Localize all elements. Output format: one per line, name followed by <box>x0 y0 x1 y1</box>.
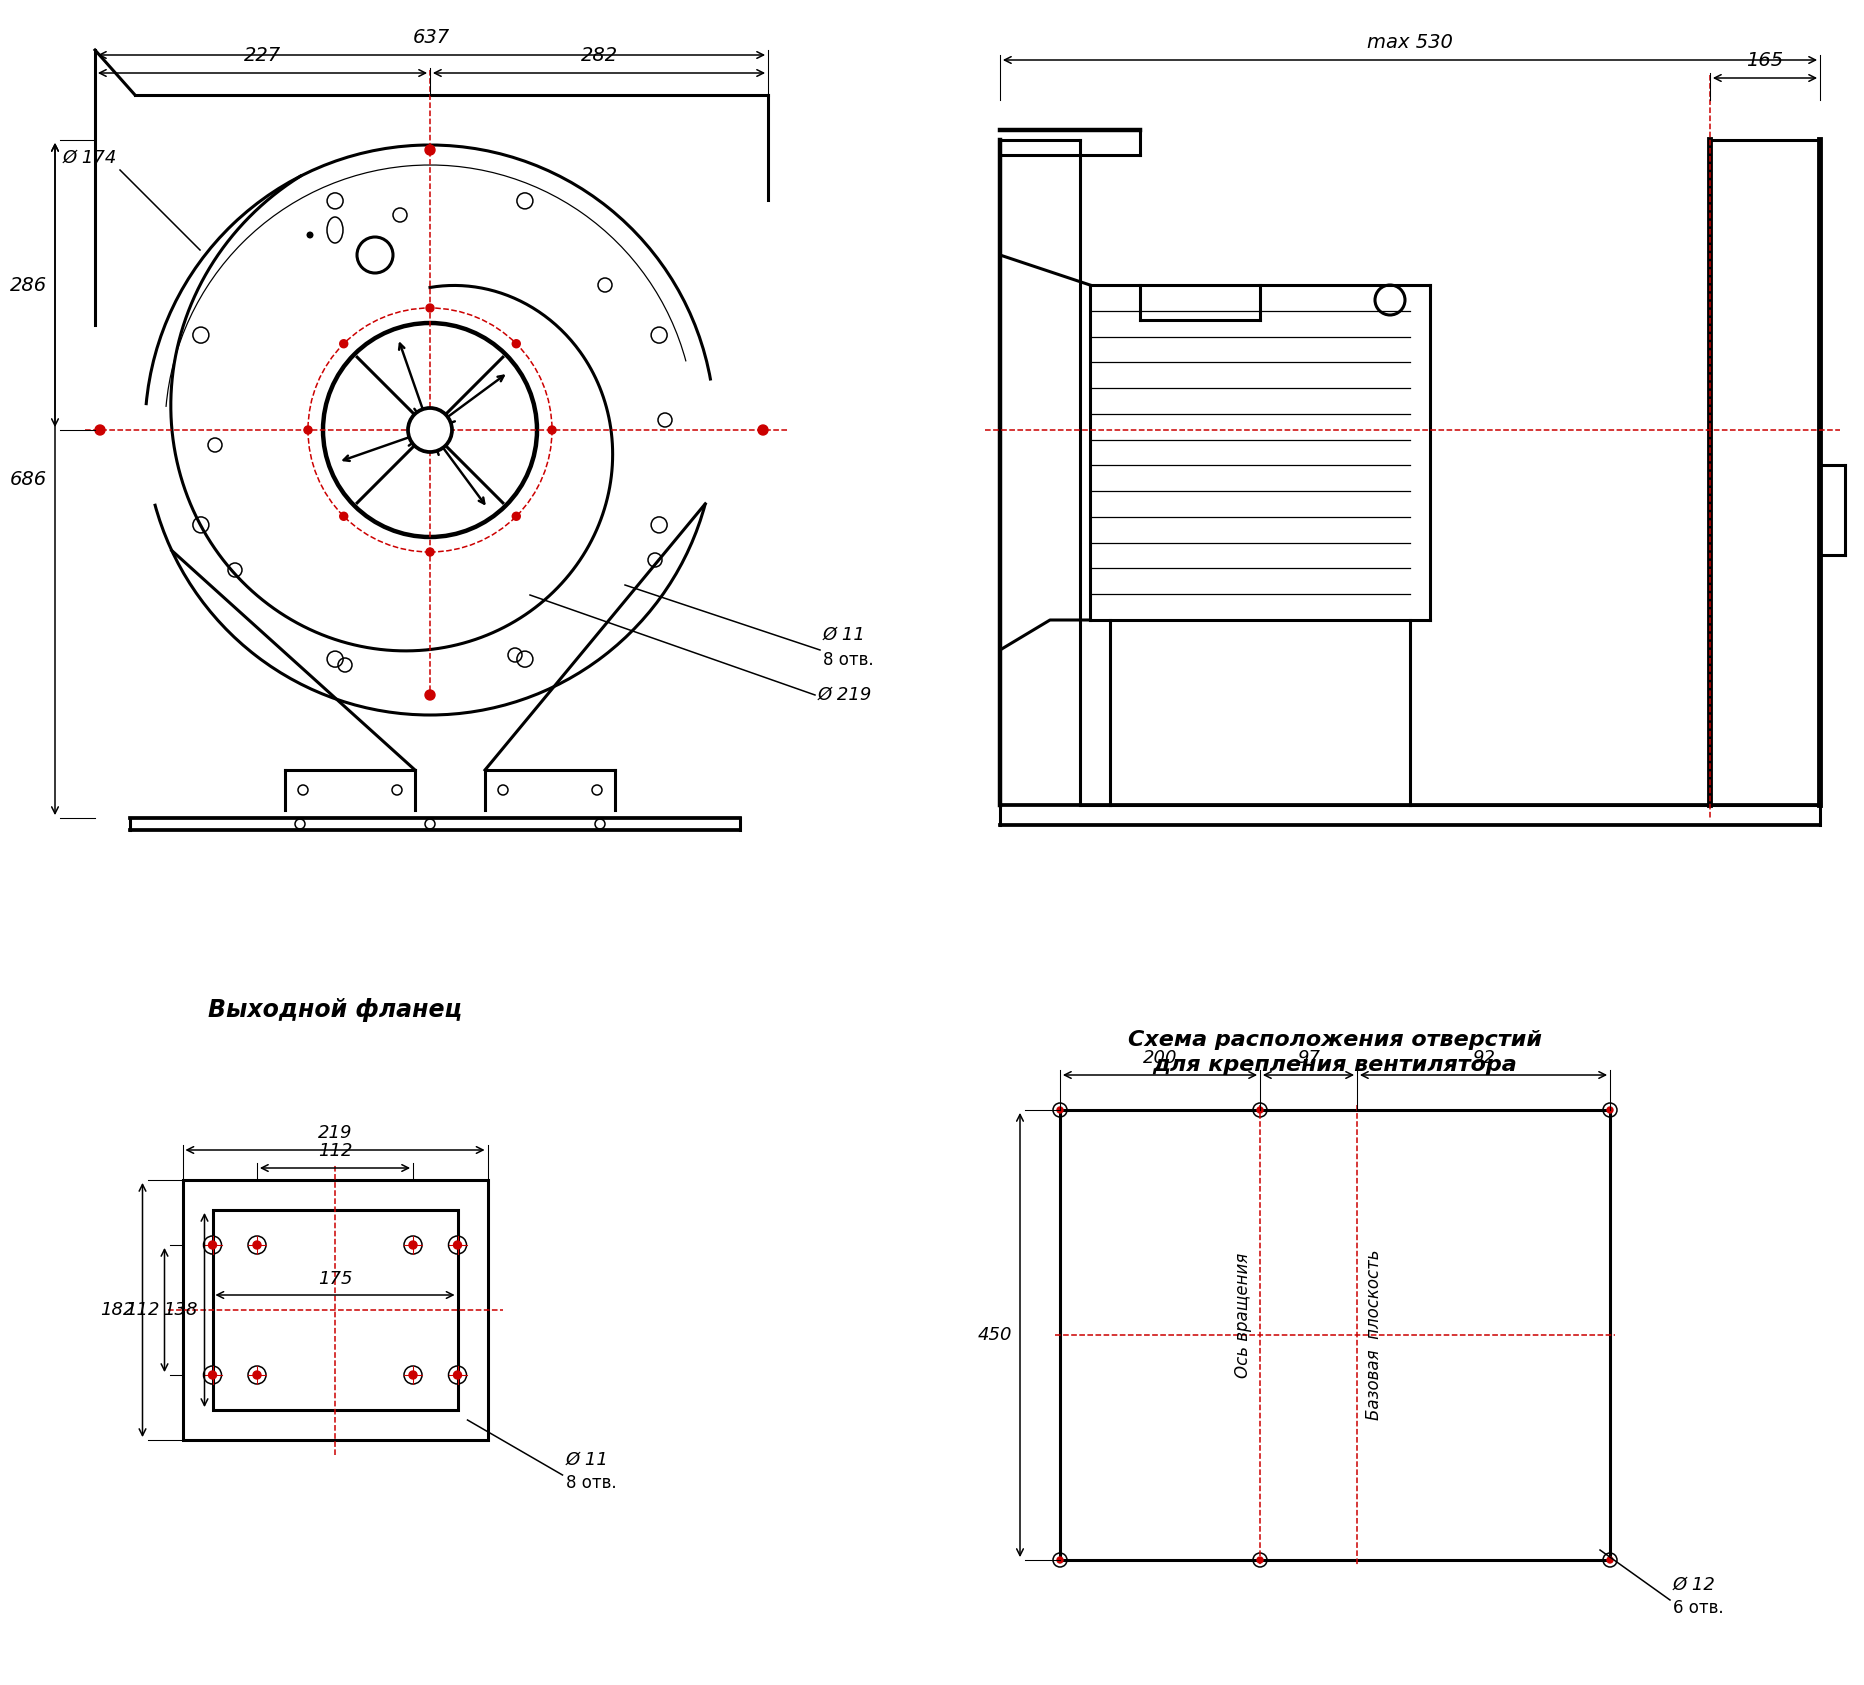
Circle shape <box>453 1372 462 1378</box>
Circle shape <box>408 408 451 452</box>
Text: 219: 219 <box>317 1124 352 1142</box>
Circle shape <box>513 340 520 347</box>
Text: Ø 174: Ø 174 <box>63 148 117 167</box>
Circle shape <box>1256 1107 1264 1114</box>
Text: 112: 112 <box>317 1142 352 1159</box>
Text: 97: 97 <box>1297 1050 1320 1067</box>
Text: max 530: max 530 <box>1366 34 1452 52</box>
Circle shape <box>1057 1107 1062 1114</box>
Text: Базовая  плоскость: Базовая плоскость <box>1364 1250 1383 1420</box>
Text: 450: 450 <box>977 1326 1012 1345</box>
Circle shape <box>254 1372 261 1378</box>
Circle shape <box>339 340 349 347</box>
Circle shape <box>427 548 434 556</box>
Text: для крепления вентилятора: для крепления вентилятора <box>1152 1055 1517 1075</box>
Circle shape <box>209 1372 216 1378</box>
Text: Ø 11: Ø 11 <box>824 627 867 644</box>
Text: Схема расположения отверстий: Схема расположения отверстий <box>1128 1030 1542 1050</box>
Circle shape <box>339 512 349 521</box>
Circle shape <box>408 1372 418 1378</box>
Text: 6 отв.: 6 отв. <box>1674 1599 1724 1618</box>
Circle shape <box>209 1240 216 1249</box>
Text: 138: 138 <box>162 1301 198 1319</box>
Circle shape <box>306 231 313 239</box>
Circle shape <box>254 1240 261 1249</box>
Circle shape <box>95 425 104 435</box>
Circle shape <box>1607 1557 1612 1564</box>
Circle shape <box>513 512 520 521</box>
Circle shape <box>1256 1557 1264 1564</box>
Text: 92: 92 <box>1473 1050 1495 1067</box>
Circle shape <box>548 426 555 435</box>
Text: 282: 282 <box>580 45 617 66</box>
Circle shape <box>427 303 434 312</box>
Circle shape <box>408 1240 418 1249</box>
Bar <box>1061 1110 1610 1560</box>
Circle shape <box>304 426 311 435</box>
Text: 227: 227 <box>244 45 281 66</box>
Text: 112: 112 <box>125 1301 160 1319</box>
Text: 637: 637 <box>414 29 449 47</box>
Circle shape <box>425 689 434 699</box>
Text: 165: 165 <box>1747 51 1784 71</box>
Text: Ø 11: Ø 11 <box>565 1451 608 1469</box>
Circle shape <box>1607 1107 1612 1114</box>
Circle shape <box>759 425 768 435</box>
Text: Ø 12: Ø 12 <box>1674 1575 1717 1594</box>
Text: Ось вращения: Ось вращения <box>1234 1252 1253 1378</box>
Text: 8 отв.: 8 отв. <box>824 650 874 669</box>
Text: Выходной фланец: Выходной фланец <box>209 998 462 1023</box>
Text: 8 отв.: 8 отв. <box>565 1474 617 1491</box>
Text: 200: 200 <box>1143 1050 1178 1067</box>
Text: 686: 686 <box>9 470 47 489</box>
Text: 286: 286 <box>9 276 47 295</box>
Bar <box>183 1180 488 1441</box>
Circle shape <box>425 145 434 155</box>
Circle shape <box>1057 1557 1062 1564</box>
Circle shape <box>453 1240 462 1249</box>
Text: 182: 182 <box>101 1301 134 1319</box>
Bar <box>212 1210 457 1410</box>
Text: 175: 175 <box>317 1270 352 1287</box>
Text: Ø 219: Ø 219 <box>818 686 872 704</box>
